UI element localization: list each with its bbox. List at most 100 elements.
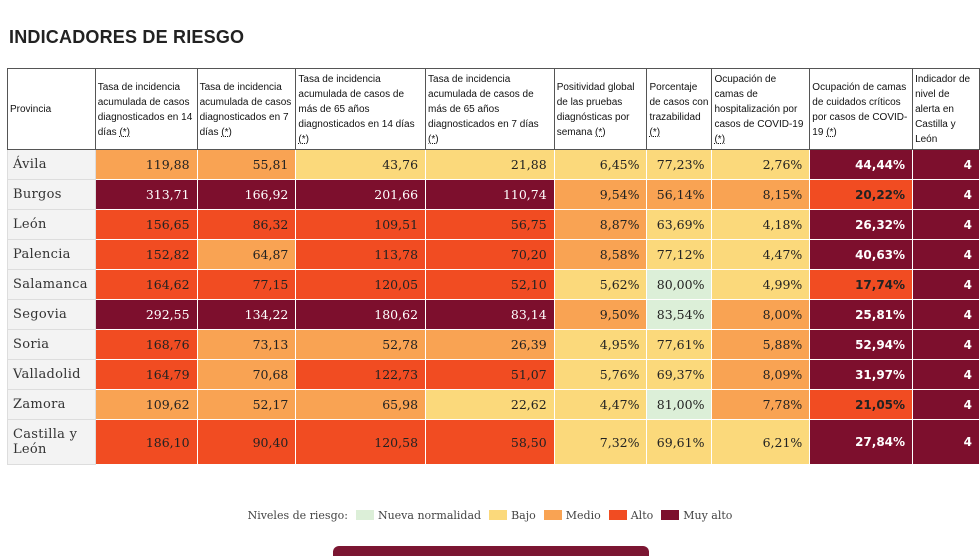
alert-level-cell: 4 <box>912 389 980 420</box>
indicator-cell: 8,09% <box>711 359 811 390</box>
indicator-cell: 65,98 <box>295 389 427 420</box>
indicator-cell: 52,17 <box>196 389 297 420</box>
risk-legend: Niveles de riesgo: Nueva normalidad Bajo Me… <box>0 509 980 522</box>
indicator-cell: 134,22 <box>196 299 297 330</box>
indicator-cell: 8,58% <box>553 239 648 270</box>
table-row: Valladolid 164,79 70,68 122,73 51,07 5,76% 69,… <box>7 359 980 390</box>
legend-item-label: Muy alto <box>683 509 733 522</box>
column-header-label: Ocupación de camas de hospitalización po… <box>714 74 804 130</box>
footnote-link[interactable]: (*) <box>595 126 606 138</box>
indicator-cell: 109,51 <box>295 209 427 240</box>
indicator-cell: 77,61% <box>646 329 713 360</box>
indicator-cell: 77,15 <box>196 269 297 300</box>
column-header-label: Positividad global de las pruebas diagnó… <box>556 81 635 138</box>
alert-level-cell: 4 <box>912 269 980 300</box>
column-header: Tasa de incidencia acumulada de casos de… <box>295 68 427 150</box>
indicator-cell: 25,81% <box>809 299 914 330</box>
table-row: Zamora 109,62 52,17 65,98 22,62 4,47% 81,00% 7,… <box>7 389 980 420</box>
indicator-cell: 152,82 <box>94 239 198 270</box>
page-title: INDICADORES DE RIESGO <box>9 27 245 47</box>
table-row: Salamanca 164,62 77,15 120,05 52,10 5,62% 80,0… <box>7 269 980 300</box>
table-row: Castilla y León 186,10 90,40 120,58 58,50 7,3… <box>7 419 980 465</box>
column-header: Porcentaje de casos con trazabilidad (*) <box>646 68 713 150</box>
indicator-cell: 122,73 <box>295 359 427 390</box>
indicator-cell: 21,88 <box>425 149 555 180</box>
legend-swatch <box>661 510 680 520</box>
province-name: Salamanca <box>7 269 96 300</box>
indicator-cell: 119,88 <box>94 149 198 180</box>
indicator-cell: 83,14 <box>425 299 555 330</box>
indicator-cell: 109,62 <box>94 389 198 420</box>
indicator-cell: 6,45% <box>553 149 648 180</box>
indicator-cell: 2,76% <box>711 149 811 180</box>
footnote-link[interactable]: (*) <box>119 126 130 138</box>
indicator-cell: 164,62 <box>94 269 198 300</box>
indicator-cell: 5,88% <box>711 329 811 360</box>
footnote-link[interactable]: (*) <box>826 126 837 138</box>
province-name: Burgos <box>7 179 96 210</box>
indicator-cell: 164,79 <box>94 359 198 390</box>
column-header-label: Tasa de incidencia acumulada de casos di… <box>97 81 193 138</box>
footnote-link[interactable]: (*) <box>298 134 309 145</box>
indicator-cell: 69,61% <box>646 419 713 465</box>
indicator-cell: 21,05% <box>809 389 914 420</box>
indicator-cell: 22,62 <box>425 389 555 420</box>
province-name: Ávila <box>7 149 96 180</box>
indicator-cell: 9,50% <box>553 299 648 330</box>
more-info-button[interactable] <box>333 546 649 556</box>
table-body: Ávila 119,88 55,81 43,76 21,88 6,45% 77,23% 2,7… <box>7 149 980 465</box>
column-header-label: Tasa de incidencia acumulada de casos di… <box>199 81 292 138</box>
province-name: Segovia <box>7 299 96 330</box>
province-name: Palencia <box>7 239 96 270</box>
table-row: Segovia 292,55 134,22 180,62 83,14 9,50% 83,54… <box>7 299 980 330</box>
column-header-label: Ocupación de camas de cuidados críticos … <box>812 81 908 138</box>
column-header: Ocupación de camas de cuidados críticos … <box>809 68 914 150</box>
table-row: León 156,65 86,32 109,51 56,75 8,87% 63,69% 4,1… <box>7 209 980 240</box>
alert-level-cell: 4 <box>912 329 980 360</box>
indicator-cell: 201,66 <box>295 179 427 210</box>
legend-swatch <box>355 510 374 520</box>
indicator-cell: 110,74 <box>425 179 555 210</box>
footnote-link[interactable]: (*) <box>428 134 439 145</box>
indicator-cell: 17,74% <box>809 269 914 300</box>
alert-level-cell: 4 <box>912 179 980 210</box>
indicator-cell: 8,15% <box>711 179 811 210</box>
indicator-cell: 8,87% <box>553 209 648 240</box>
indicator-cell: 7,32% <box>553 419 648 465</box>
footnote-link[interactable]: (*) <box>221 126 232 138</box>
column-header: Positividad global de las pruebas diagnó… <box>553 68 648 150</box>
indicator-cell: 120,58 <box>295 419 427 465</box>
table-row: Soria 168,76 73,13 52,78 26,39 4,95% 77,61% 5,8… <box>7 329 980 360</box>
footnote-link[interactable]: (*) <box>649 126 661 138</box>
indicator-cell: 77,23% <box>646 149 713 180</box>
table-row: Palencia 152,82 64,87 113,78 70,20 8,58% 77,12… <box>7 239 980 270</box>
indicator-cell: 51,07 <box>425 359 555 390</box>
indicator-cell: 186,10 <box>94 419 198 465</box>
column-header-label: Indicador de nivel de alerta en Castilla… <box>915 74 971 145</box>
column-header: Ocupación de camas de hospitalización po… <box>711 68 811 150</box>
legend-swatch <box>608 510 627 520</box>
indicator-cell: 80,00% <box>646 269 713 300</box>
indicator-cell: 27,84% <box>809 419 914 465</box>
indicator-cell: 156,65 <box>94 209 198 240</box>
indicator-cell: 313,71 <box>94 179 198 210</box>
indicator-cell: 9,54% <box>553 179 648 210</box>
column-header: Provincia <box>7 68 96 150</box>
indicator-cell: 31,97% <box>809 359 914 390</box>
column-header: Indicador de nivel de alerta en Castilla… <box>912 68 980 150</box>
indicator-cell: 77,12% <box>646 239 713 270</box>
indicator-cell: 69,37% <box>646 359 713 390</box>
indicator-cell: 52,78 <box>295 329 427 360</box>
indicator-cell: 56,14% <box>646 179 713 210</box>
legend-item-label: Nueva normalidad <box>377 509 482 522</box>
alert-level-cell: 4 <box>912 239 980 270</box>
indicator-cell: 83,54% <box>646 299 713 330</box>
indicator-cell: 63,69% <box>646 209 713 240</box>
legend-item-label: Alto <box>630 509 654 522</box>
indicator-cell: 168,76 <box>94 329 198 360</box>
table-header-row: Provincia Tasa de incidencia acumulada de… <box>7 68 980 150</box>
footnote-link[interactable]: (*) <box>714 134 726 145</box>
legend-label: Niveles de riesgo: <box>247 509 348 522</box>
province-name: Soria <box>7 329 96 360</box>
province-name: León <box>7 209 96 240</box>
